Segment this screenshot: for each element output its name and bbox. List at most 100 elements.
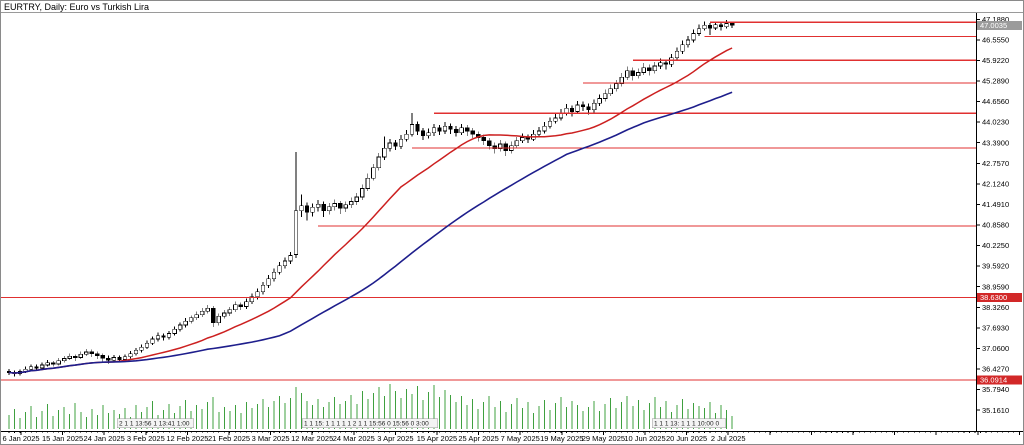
volume-bar (284, 403, 286, 429)
volume-bar (405, 389, 407, 429)
candle (183, 318, 188, 328)
volume-bar (411, 394, 413, 429)
price-label: 38.9590 (982, 282, 1009, 291)
volume-bar (107, 413, 109, 429)
candle (238, 302, 243, 311)
volume-bar (196, 405, 198, 429)
candle (161, 333, 166, 341)
volume-bar (295, 387, 297, 429)
volume-bar (345, 401, 347, 429)
candle (652, 61, 657, 74)
current-price-badge (977, 20, 1022, 30)
volume-bar (549, 410, 551, 429)
volume-bar (560, 397, 562, 429)
candle (387, 139, 393, 152)
volume-bar (599, 411, 601, 429)
candle (514, 137, 519, 149)
candle (360, 184, 365, 201)
volume-bar (96, 415, 98, 429)
volume-bar (389, 384, 391, 429)
price-label: 37.0600 (982, 344, 1009, 353)
volume-bar (218, 412, 220, 429)
volume-bar (472, 399, 474, 429)
price-line-badge (977, 292, 1022, 302)
volume-bar (245, 402, 247, 429)
date-label: 3 Mar 2025 (252, 434, 290, 443)
price-label: 45.2890 (982, 77, 1009, 86)
volume-bar (179, 406, 181, 429)
volume-bar (428, 392, 430, 429)
volume-bar (301, 393, 303, 429)
volume-bar (466, 405, 468, 429)
candle (409, 113, 415, 137)
candle (56, 358, 61, 366)
candle (536, 126, 542, 137)
candle (580, 101, 586, 112)
volume-bar (632, 406, 634, 429)
candle (448, 123, 453, 134)
date-label: 25 Apr 2025 (458, 434, 498, 443)
candle (702, 21, 707, 31)
date-label: 6 Jan 2025 (2, 434, 39, 443)
volume-bar (665, 401, 667, 429)
price-label: 35.7940 (982, 385, 1009, 394)
date-label: 15 Apr 2025 (417, 434, 457, 443)
candle (354, 193, 359, 205)
candle (95, 351, 100, 359)
volume-bar (521, 408, 523, 429)
candle (177, 322, 183, 332)
volume-bar (637, 400, 639, 429)
volume-bar (19, 418, 21, 429)
volume-bar (692, 403, 694, 429)
chart-annotation-box (301, 418, 439, 428)
volume-bar (256, 404, 258, 429)
volume-bar (41, 411, 43, 429)
candle (332, 199, 337, 211)
price-label: 40.2250 (982, 241, 1009, 250)
volume-bar (113, 410, 115, 429)
price-label: 47.1880 (982, 15, 1009, 24)
volume-bar (422, 400, 424, 429)
volume-bar (350, 395, 352, 429)
candle (481, 134, 486, 145)
price-label: 39.5920 (982, 262, 1009, 271)
price-line-badge-text: 36.0914 (980, 376, 1007, 385)
candle (398, 135, 404, 149)
candle (376, 152, 381, 171)
candle (575, 100, 580, 114)
volume-bar (185, 400, 187, 429)
volume-bar (14, 409, 16, 429)
candle (371, 163, 376, 181)
volume-bar (317, 399, 319, 429)
volume-bar (135, 405, 137, 429)
candle (67, 353, 72, 361)
price-label: 44.6560 (982, 97, 1009, 106)
candle (718, 22, 724, 31)
candle (713, 22, 718, 30)
candle (51, 360, 56, 367)
candle (636, 68, 641, 79)
candle (465, 125, 470, 136)
candle (520, 133, 525, 144)
volume-bar (323, 407, 325, 429)
candle (525, 134, 531, 144)
candle (382, 136, 387, 160)
candle (249, 293, 255, 305)
chart-title: EURTRY, Daily: Euro vs Turkish Lira (4, 2, 150, 12)
volume-bar (483, 402, 485, 429)
candle (685, 35, 691, 48)
candle (321, 201, 326, 218)
candle (531, 130, 536, 142)
candle (338, 200, 343, 214)
volume-bar (676, 405, 678, 429)
candle (625, 66, 630, 80)
candle (133, 347, 139, 356)
candle (663, 59, 669, 70)
candle (266, 274, 271, 288)
volume-bar (251, 408, 253, 429)
volume-bar (69, 414, 71, 429)
candle (614, 79, 619, 92)
volume-bar (566, 407, 568, 429)
